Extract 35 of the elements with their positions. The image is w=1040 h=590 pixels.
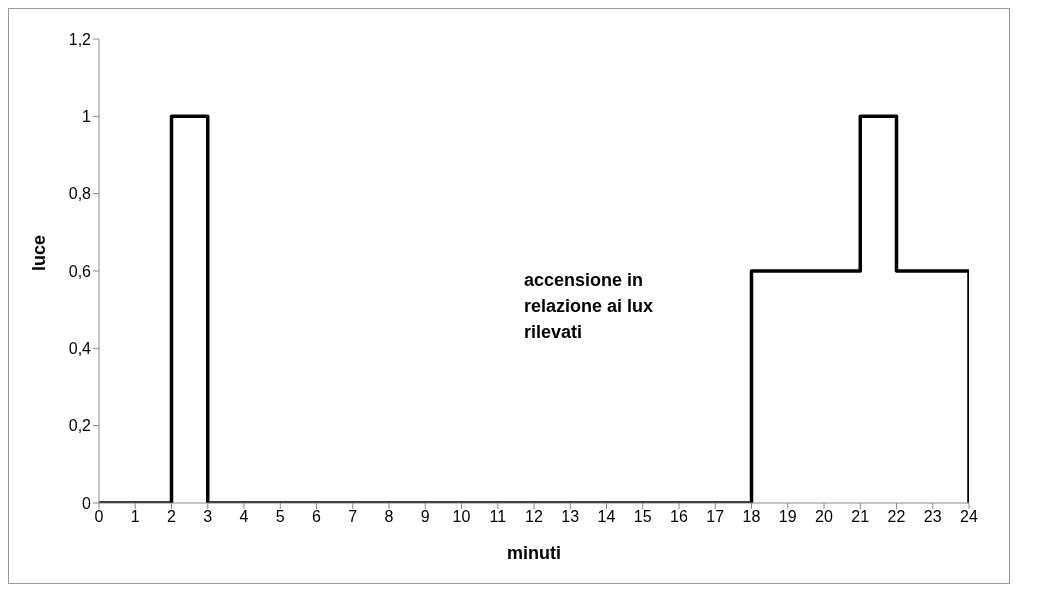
y-tick-label: 1,2: [68, 30, 92, 48]
x-tick-label: 23: [923, 508, 942, 526]
y-tick-label: 1: [82, 108, 92, 126]
x-tick-label: 6: [312, 508, 322, 526]
x-axis-title: minuti: [507, 543, 561, 563]
x-tick-label: 8: [384, 508, 394, 526]
annotation: accensione in relazione ai lux rilevati: [524, 269, 655, 344]
y-tick-label: 0,8: [68, 185, 92, 203]
x-tick-label: 21: [851, 508, 870, 526]
x-tick-label: 5: [275, 508, 285, 526]
x-tick-label: 10: [452, 508, 471, 526]
y-tick-label: 0,4: [68, 340, 92, 358]
x-tick-label: 3: [203, 508, 213, 526]
x-tick-label: 19: [778, 508, 797, 526]
x-tick-label: 18: [742, 508, 761, 526]
x-tick-label: 1: [130, 508, 140, 526]
x-tick-label: 20: [815, 508, 833, 526]
x-tick-label: 4: [239, 508, 249, 526]
x-tick-label: 15: [633, 508, 652, 526]
x-tick-label: 9: [420, 508, 430, 526]
x-tick-label: 12: [525, 508, 543, 526]
x-tick-label: 16: [670, 508, 688, 526]
y-tick-label: 0,2: [68, 417, 92, 435]
x-tick-label: 14: [597, 508, 616, 526]
x-tick-label: 2: [167, 508, 177, 526]
y-axis-title: luce: [29, 234, 50, 271]
y-tick-label: 0: [82, 494, 92, 512]
x-tick-label: 17: [706, 508, 725, 526]
x-tick-label: 0: [94, 508, 104, 526]
x-tick-label: 7: [348, 508, 358, 526]
x-tick-label: 22: [887, 508, 906, 526]
x-tick-label: 24: [960, 508, 978, 526]
x-tick-label: 11: [489, 508, 507, 526]
x-tick-label: 13: [561, 508, 580, 526]
y-tick-label: 0,6: [68, 262, 92, 280]
